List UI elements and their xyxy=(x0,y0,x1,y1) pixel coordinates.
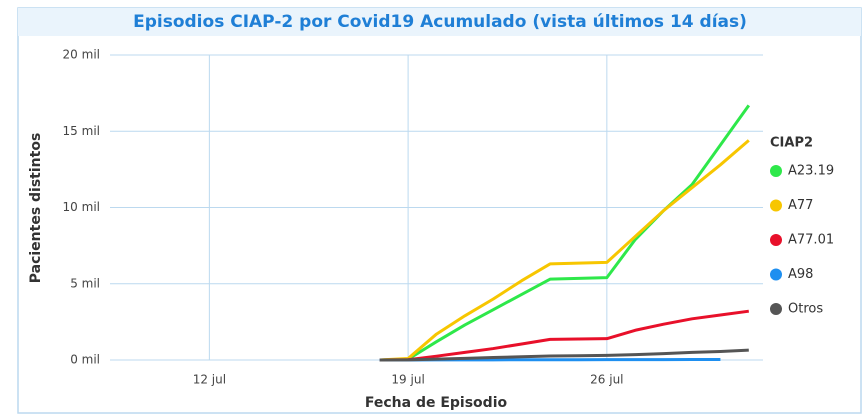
x-tick-label: 26 jul xyxy=(590,373,623,387)
legend-marker xyxy=(770,303,782,315)
y-tick-label: 0 mil xyxy=(70,353,100,367)
legend-title: CIAP2 xyxy=(770,136,813,151)
series-line xyxy=(379,348,749,362)
y-axis-title: Pacientes distintos xyxy=(28,133,44,284)
legend-label: A23.19 xyxy=(788,164,834,179)
frame xyxy=(17,7,862,414)
x-axis-title: Fecha de Episodio xyxy=(365,395,508,411)
series-line xyxy=(379,104,751,362)
legend-marker xyxy=(770,199,782,212)
legend-label: A77.01 xyxy=(788,233,834,248)
legend-label: A98 xyxy=(788,267,813,282)
series-line xyxy=(379,309,750,362)
y-tick-label: 20 mil xyxy=(63,48,100,62)
legend-marker xyxy=(770,268,782,281)
legend-marker xyxy=(770,165,782,177)
legend-marker xyxy=(770,234,782,246)
x-tick-label: 19 jul xyxy=(391,373,424,387)
y-tick-label: 10 mil xyxy=(63,200,100,214)
legend-label: Otros xyxy=(788,302,823,317)
chart-title: Episodios CIAP-2 por Covid19 Acumulado (… xyxy=(133,12,747,32)
x-tick-label: 12 jul xyxy=(193,373,226,387)
y-tick-label: 15 mil xyxy=(63,124,100,138)
legend-label: A77 xyxy=(788,198,813,213)
title-bar xyxy=(18,8,861,36)
series-line xyxy=(379,139,750,362)
y-tick-label: 5 mil xyxy=(70,276,100,290)
